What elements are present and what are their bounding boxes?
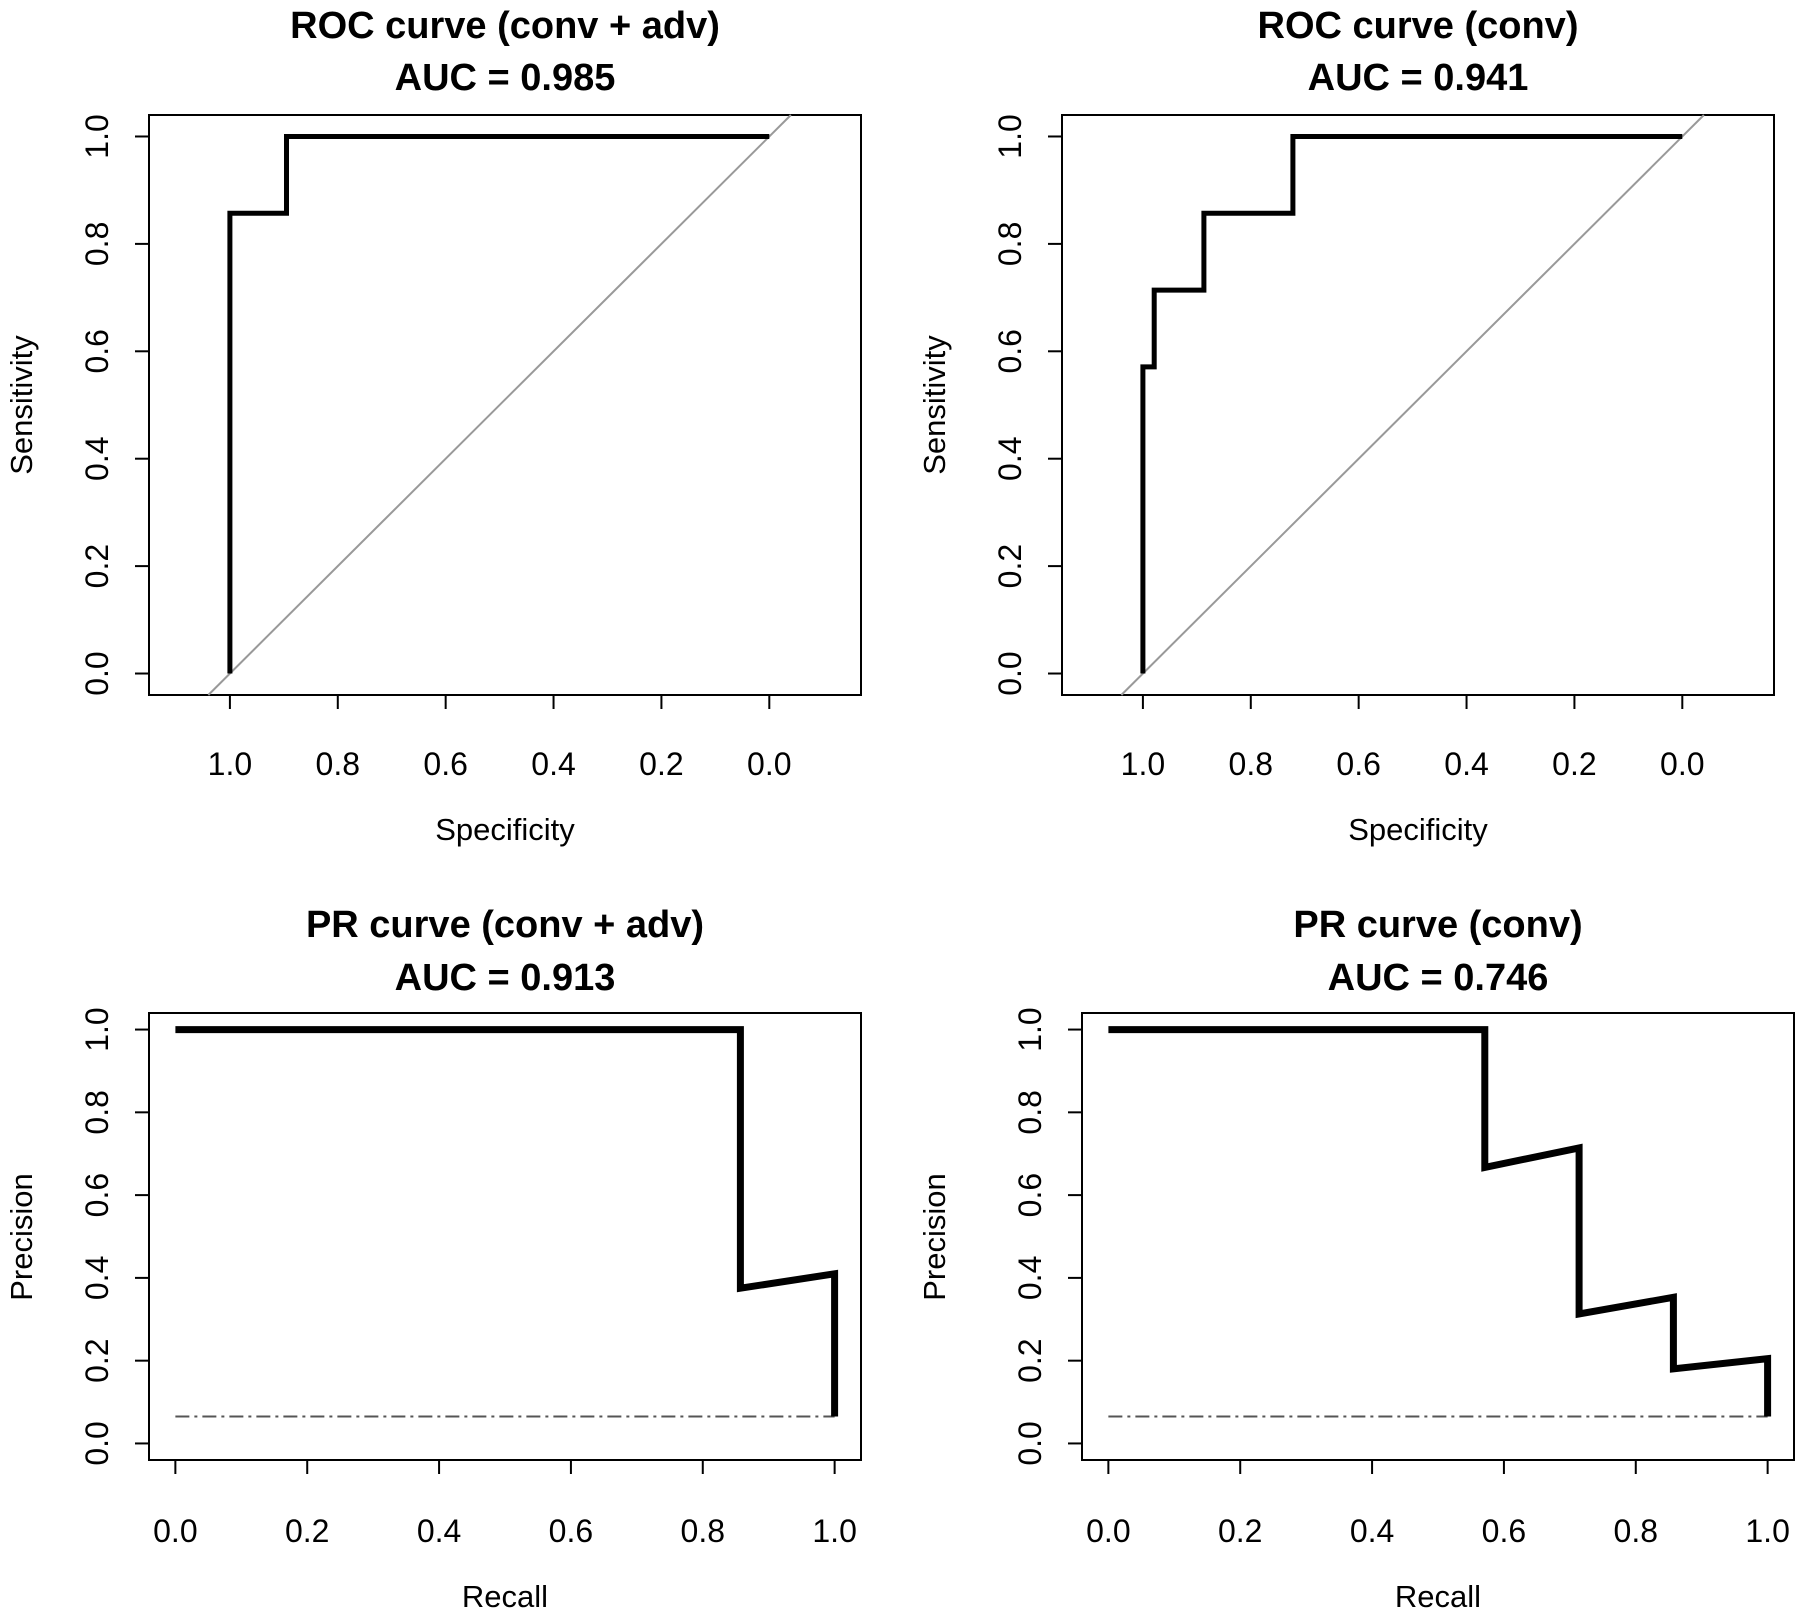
chart-title: PR curve (conv)	[1293, 904, 1582, 946]
x-tick-label: 0.0	[1660, 746, 1704, 782]
y-axis-label: Sensitivity	[4, 335, 39, 475]
y-tick-label: 0.2	[1012, 1338, 1048, 1382]
x-tick-label: 1.0	[208, 746, 252, 782]
y-axis-label: Precision	[917, 1173, 952, 1301]
x-axis: 1.0 0.8 0.6 0.4 0.2 0.0	[208, 694, 792, 782]
x-axis: 0.0 0.2 0.4 0.6 0.8 1.0	[153, 1459, 857, 1549]
x-tick-label: 0.8	[1229, 746, 1273, 782]
y-axis: 0.0 0.2 0.4 0.6 0.8 1.0	[1012, 1007, 1083, 1466]
x-tick-label: 0.6	[1482, 1513, 1526, 1549]
y-tick-label: 1.0	[992, 114, 1028, 158]
y-axis-label: Precision	[4, 1173, 39, 1301]
y-tick-label: 0.8	[992, 222, 1028, 266]
x-tick-label: 0.0	[747, 746, 791, 782]
chart-subtitle: AUC = 0.913	[395, 957, 616, 999]
reference-line	[1120, 114, 1705, 696]
chart-title: ROC curve (conv)	[1258, 5, 1579, 47]
chart-subtitle: AUC = 0.985	[395, 57, 616, 99]
y-tick-label: 0.0	[992, 651, 1028, 695]
y-tick-label: 0.4	[992, 436, 1028, 480]
x-tick-label: 1.0	[812, 1513, 856, 1549]
x-tick-label: 0.0	[153, 1513, 197, 1549]
x-tick-label: 0.2	[639, 746, 683, 782]
panel-pr-conv-adv: PR curve (conv + adv) AUC = 0.913 0.0 0.2…	[4, 904, 862, 1614]
series-line	[175, 1026, 839, 1417]
x-axis: 0.0 0.2 0.4 0.6 0.8 1.0	[1086, 1459, 1790, 1549]
x-tick-label: 1.0	[1121, 746, 1165, 782]
y-tick-label: 0.8	[79, 222, 115, 266]
series-line	[1108, 1026, 1772, 1417]
series-line	[1140, 134, 1683, 674]
plot-frame	[148, 114, 862, 696]
x-tick-label: 1.0	[1745, 1513, 1789, 1549]
y-tick-label: 0.2	[79, 1338, 115, 1382]
y-axis: 0.0 0.2 0.4 0.6 0.8 1.0	[79, 114, 150, 696]
x-tick-label: 0.2	[1552, 746, 1596, 782]
y-tick-label: 0.6	[79, 329, 115, 373]
x-tick-label: 0.8	[1614, 1513, 1658, 1549]
y-tick-label: 0.8	[1012, 1090, 1048, 1134]
plot-frame	[1081, 1012, 1795, 1461]
x-tick-label: 0.6	[423, 746, 467, 782]
x-axis-label: Recall	[462, 1579, 548, 1614]
panel-pr-conv: PR curve (conv) AUC = 0.746 0.0 0.2 0.4 0.6…	[917, 904, 1795, 1614]
x-tick-label: 0.6	[549, 1513, 593, 1549]
panel-roc-conv-adv: ROC curve (conv + adv) AUC = 0.985 1.0 0.…	[4, 5, 862, 847]
y-tick-label: 0.2	[79, 544, 115, 588]
x-axis: 1.0 0.8 0.6 0.4 0.2 0.0	[1121, 694, 1705, 782]
y-tick-label: 0.2	[992, 544, 1028, 588]
x-tick-label: 0.4	[417, 1513, 461, 1549]
plot-frame	[1061, 114, 1775, 696]
y-tick-label: 0.6	[992, 329, 1028, 373]
y-tick-label: 0.6	[79, 1173, 115, 1217]
plot-frame	[148, 1012, 862, 1461]
panel-roc-conv: ROC curve (conv) AUC = 0.941 1.0 0.8 0.6 0.…	[917, 5, 1775, 847]
y-tick-label: 1.0	[79, 1007, 115, 1051]
series-line	[227, 134, 770, 674]
chart-subtitle: AUC = 0.941	[1308, 57, 1529, 99]
y-axis: 0.0 0.2 0.4 0.6 0.8 1.0	[79, 1007, 150, 1466]
x-tick-label: 0.4	[531, 746, 575, 782]
y-tick-label: 1.0	[79, 114, 115, 158]
y-tick-label: 0.0	[79, 1421, 115, 1465]
y-tick-label: 0.4	[79, 1256, 115, 1300]
x-axis-label: Specificity	[435, 812, 575, 847]
x-tick-label: 0.8	[681, 1513, 725, 1549]
y-axis-label: Sensitivity	[917, 335, 952, 475]
x-tick-label: 0.4	[1350, 1513, 1394, 1549]
y-tick-label: 1.0	[1012, 1007, 1048, 1051]
chart-title: ROC curve (conv + adv)	[290, 5, 720, 47]
reference-line	[207, 114, 792, 696]
y-tick-label: 0.6	[1012, 1173, 1048, 1217]
x-tick-label: 0.8	[316, 746, 360, 782]
y-tick-label: 0.0	[1012, 1421, 1048, 1465]
chart-title: PR curve (conv + adv)	[306, 904, 704, 946]
y-axis: 0.0 0.2 0.4 0.6 0.8 1.0	[992, 114, 1063, 696]
x-tick-label: 0.2	[1218, 1513, 1262, 1549]
chart-subtitle: AUC = 0.746	[1328, 957, 1549, 999]
x-tick-label: 0.4	[1444, 746, 1488, 782]
x-tick-label: 0.2	[285, 1513, 329, 1549]
x-axis-label: Recall	[1395, 1579, 1481, 1614]
y-tick-label: 0.4	[79, 436, 115, 480]
y-tick-label: 0.8	[79, 1090, 115, 1134]
x-axis-label: Specificity	[1348, 812, 1488, 847]
y-tick-label: 0.4	[1012, 1256, 1048, 1300]
x-tick-label: 0.0	[1086, 1513, 1130, 1549]
x-tick-label: 0.6	[1336, 746, 1380, 782]
y-tick-label: 0.0	[79, 651, 115, 695]
